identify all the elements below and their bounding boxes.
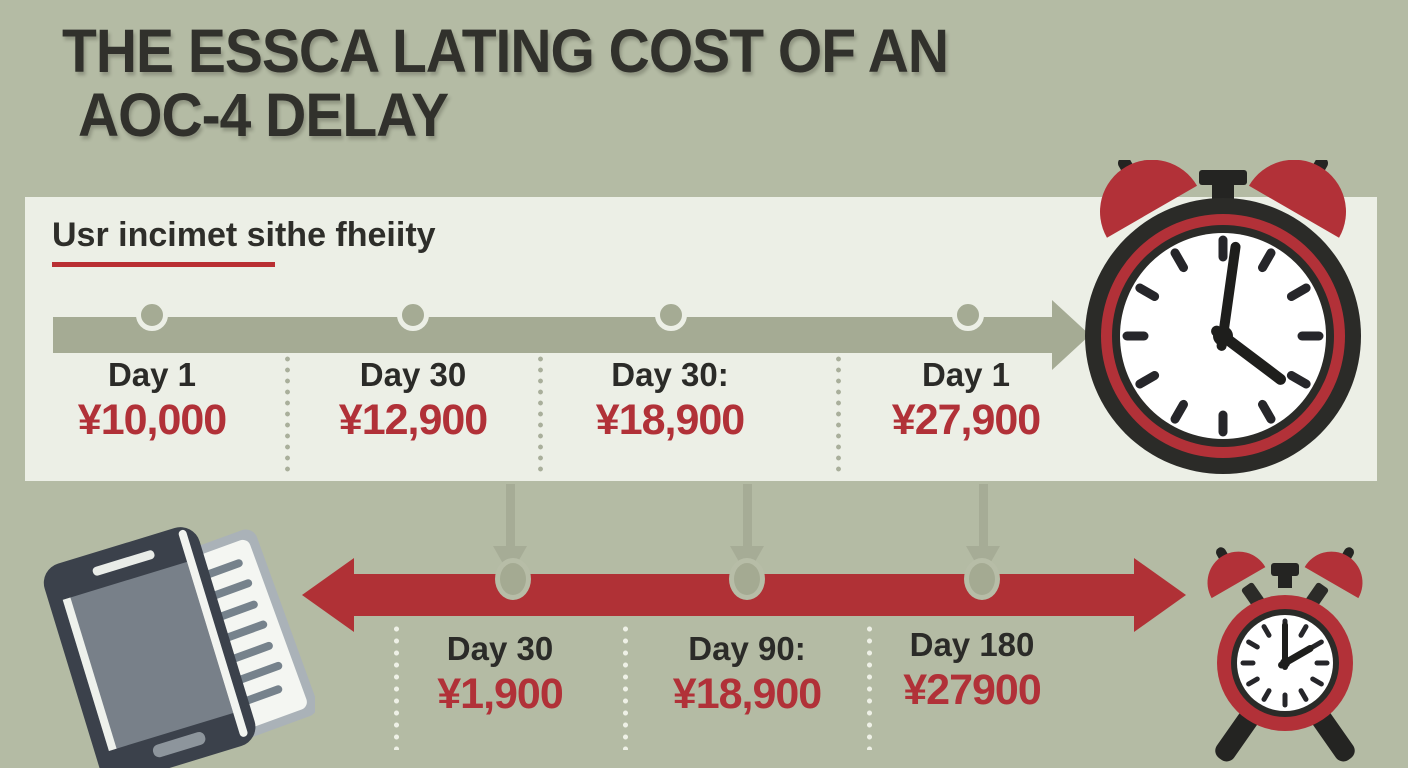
top-timeline-arrowhead-icon: [1052, 300, 1090, 370]
dotted-separator: [867, 626, 872, 750]
amount-label: ¥18,900: [595, 396, 745, 444]
panel-subtitle: Usr incimet sithe fheiity: [52, 216, 436, 254]
day-label: Day 30: [359, 356, 467, 393]
timeline-bottom-item: Day 90: ¥18,900: [627, 630, 867, 719]
timeline-node-icon: [729, 558, 765, 600]
amount-label: ¥1,900: [437, 670, 564, 718]
top-timeline-bar: [53, 317, 1052, 353]
day-label: Day 1: [921, 356, 1011, 393]
dotted-separator: [285, 356, 290, 476]
timeline-top-item: Day 30 ¥12,900: [293, 356, 533, 445]
dotted-separator: [836, 356, 841, 476]
dotted-separator: [538, 356, 543, 476]
phone-and-document-icon: [43, 527, 315, 768]
amount-label: ¥10,000: [77, 396, 227, 444]
timeline-node-icon: [655, 299, 687, 331]
bell-icon: [1207, 547, 1266, 599]
day-label: Day 1: [107, 356, 197, 393]
page-title-line1: THE ESSCA LATING COST OF AN: [62, 17, 949, 87]
dotted-separator: [623, 626, 628, 750]
alarm-clock-icon: [1207, 547, 1363, 762]
day-label: Day 180: [909, 626, 1035, 663]
dotted-separator: [394, 626, 399, 750]
timeline-node-icon: [964, 558, 1000, 600]
timeline-node-icon: [397, 299, 429, 331]
amount-label: ¥27,900: [891, 396, 1041, 444]
down-arrow-icon: [743, 484, 752, 546]
timeline-bottom-item: Day 180 ¥27900: [852, 626, 1092, 715]
down-arrow-icon: [506, 484, 515, 546]
bell-icon: [1304, 547, 1363, 599]
timeline-node-icon: [136, 299, 168, 331]
subtitle-underline: [52, 262, 275, 267]
day-label: Day 30:: [611, 356, 729, 393]
amount-label: ¥12,900: [338, 396, 488, 444]
down-arrow-icon: [979, 484, 988, 546]
alarm-clock-icon: [1085, 160, 1361, 474]
amount-label: ¥27900: [903, 666, 1042, 714]
timeline-top-item: Day 1 ¥10,000: [32, 356, 272, 445]
day-label: Day 90:: [688, 630, 806, 667]
bottom-timeline-arrowhead-right-icon: [1134, 558, 1186, 632]
phone-icon: [43, 527, 256, 768]
timeline-node-icon: [952, 299, 984, 331]
timeline-top-item: Day 1 ¥27,900: [846, 356, 1086, 445]
timeline-top-item: Day 30: ¥18,900: [550, 356, 790, 445]
bell-icon: [1248, 160, 1346, 238]
bottom-timeline-arrowhead-left-icon: [302, 558, 354, 632]
timeline-bottom-item: Day 30 ¥1,900: [380, 630, 620, 719]
timeline-node-icon: [495, 558, 531, 600]
bell-icon: [1100, 160, 1198, 238]
amount-label: ¥18,900: [672, 670, 822, 718]
day-label: Day 30: [446, 630, 554, 667]
page-title-line2: AOC-4 DELAY: [78, 81, 449, 151]
